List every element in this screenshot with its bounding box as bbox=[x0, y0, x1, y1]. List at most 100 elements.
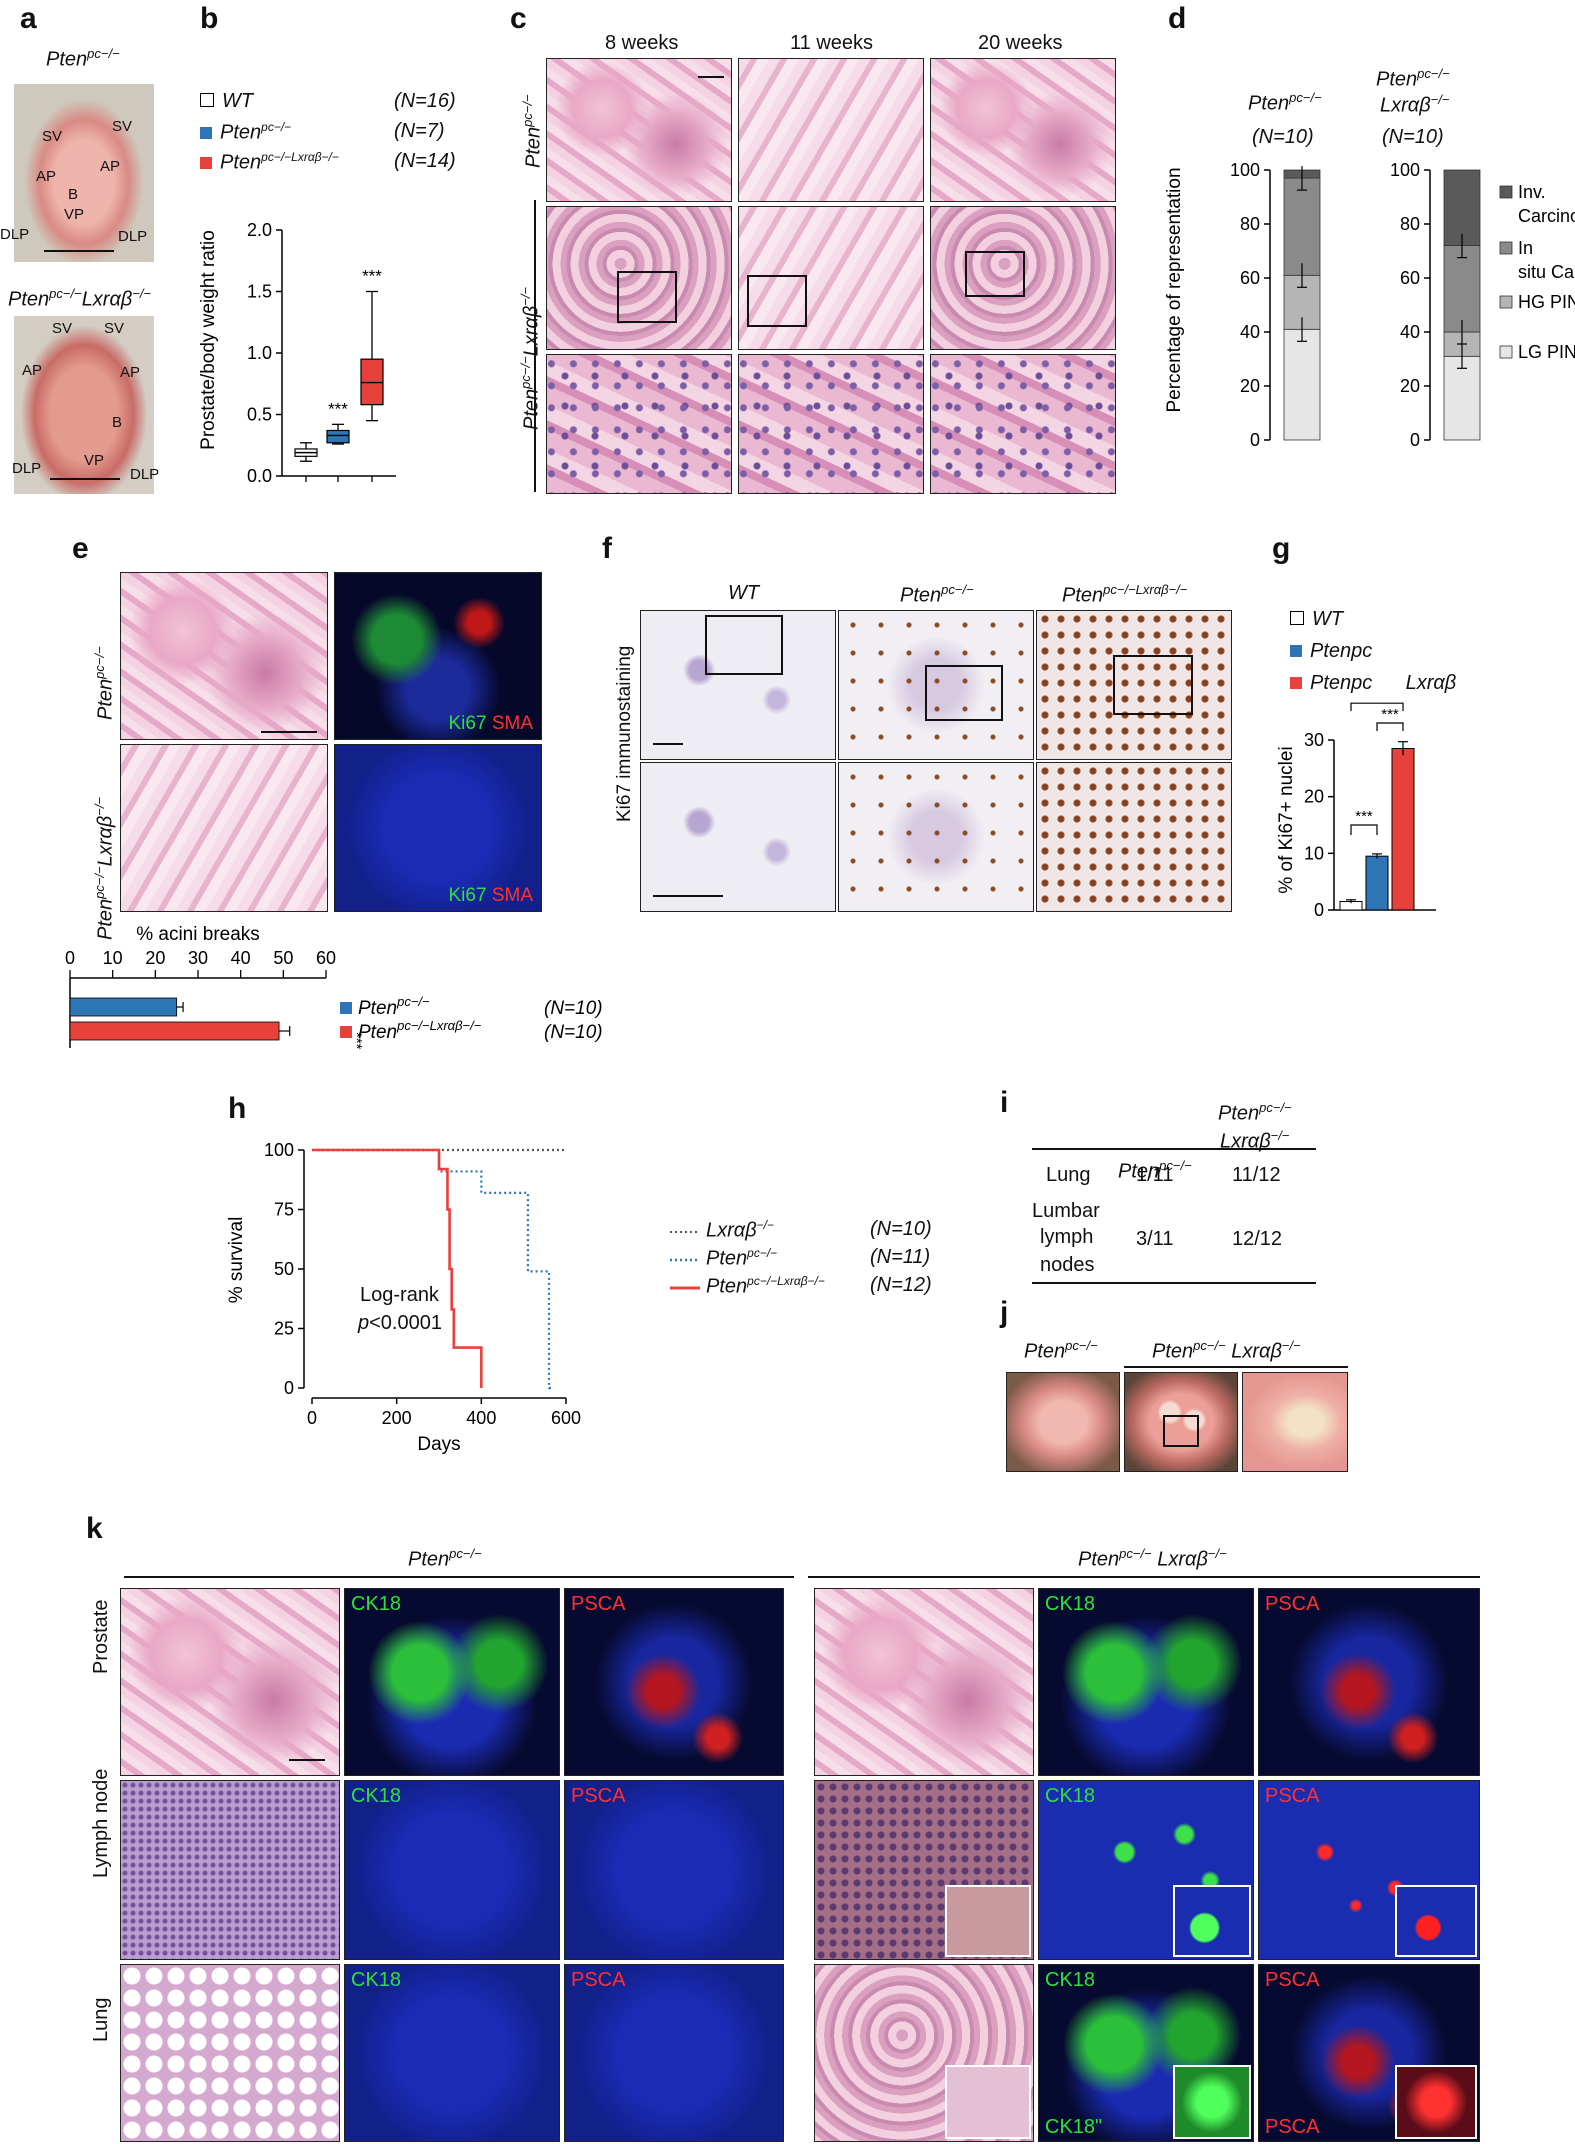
d-ytick-label: 60 bbox=[1240, 268, 1260, 288]
legend-name: Pten bbox=[706, 1275, 748, 1298]
k-lxr-lymph-psca: PSCA bbox=[1258, 1780, 1480, 1960]
b-star: *** bbox=[362, 267, 382, 286]
b-ytick-label: 0.5 bbox=[247, 405, 272, 425]
label-main: Pten bbox=[94, 678, 117, 720]
e-legend-n: (N=10) bbox=[544, 998, 603, 1019]
legend-sup: −/− bbox=[756, 1218, 774, 1232]
c-img-r2c1 bbox=[546, 206, 732, 350]
k-group2-title: Ptenpc−/− Lxrαβ−/− bbox=[1078, 1546, 1227, 1572]
f-col-pten: Ptenpc−/− bbox=[900, 582, 974, 608]
j-zoom-box bbox=[1163, 1415, 1199, 1447]
e-img-fluo-2: Ki67 SMA bbox=[334, 744, 542, 912]
title-sup: pc−/− bbox=[87, 46, 120, 61]
title-suffix-sup: −/− bbox=[1281, 1338, 1301, 1353]
label-suffix-sup: −/− bbox=[92, 796, 107, 816]
k-stain-psca: PSCA bbox=[1265, 1785, 1320, 1807]
d-bar-segment bbox=[1283, 328, 1321, 441]
k-stain-psca: PSCA bbox=[1265, 1593, 1320, 1615]
j-left-title: Ptenpc−/− bbox=[1024, 1338, 1098, 1364]
c-row2-label: Ptenpc−/−Lxrαβ−/− bbox=[518, 287, 544, 430]
a-top-sv1: SV bbox=[42, 128, 63, 145]
col-sup: pc−/−Lxrαβ−/− bbox=[1103, 582, 1188, 597]
title-suffix: Lxrαβ bbox=[1231, 1340, 1282, 1363]
title-main: Pten bbox=[1078, 1548, 1120, 1571]
c-img-r1c1 bbox=[546, 58, 732, 202]
g-significance-bracket bbox=[1350, 824, 1378, 835]
h-xtick-label: 0 bbox=[307, 1408, 317, 1428]
d-legend-label: LG PIN bbox=[1518, 342, 1575, 362]
h-ytick-label: 50 bbox=[274, 1259, 294, 1279]
c-img-r3c3 bbox=[930, 354, 1116, 494]
c-img-r2c2 bbox=[738, 206, 924, 350]
col-sup: −/− bbox=[1270, 1128, 1290, 1143]
k-stain-ck18: CK18 bbox=[351, 1593, 402, 1615]
legend-sup: pc−/−Lxrαβ−/− bbox=[261, 150, 339, 164]
col-main: Lxrαβ bbox=[1220, 1130, 1271, 1153]
annot-rest: <0.0001 bbox=[369, 1312, 442, 1334]
h-annot-1: Log-rank bbox=[360, 1284, 439, 1306]
title-suffix-sup: −/− bbox=[132, 286, 152, 301]
legend-item-pten: Ptenpc−/− bbox=[200, 120, 291, 145]
k-inset bbox=[945, 1885, 1031, 1957]
g-significance-bracket bbox=[1376, 722, 1404, 731]
d-ytick-label: 80 bbox=[1240, 214, 1260, 234]
col-main: Pten bbox=[1118, 1160, 1160, 1183]
d-ytick-label: 0 bbox=[1410, 430, 1420, 450]
panel-a-label: a bbox=[20, 2, 37, 35]
f-img-r2c2 bbox=[838, 762, 1034, 912]
e-legend-swatch bbox=[340, 1002, 352, 1014]
f-img-r2c3 bbox=[1036, 762, 1232, 912]
h-survival-curve bbox=[312, 1148, 483, 1388]
h-legend-n-lxr: (N=10) bbox=[870, 1218, 932, 1240]
d-ytick-label: 0 bbox=[1250, 430, 1260, 450]
e-stain-label: Ki67 SMA bbox=[449, 885, 534, 907]
b-box bbox=[326, 429, 350, 444]
h-ytick-label: 75 bbox=[274, 1200, 294, 1220]
label-main: Pten bbox=[522, 126, 545, 168]
stain-green: Ki67 bbox=[448, 713, 487, 734]
title-suffix-sup: −/− bbox=[1207, 1546, 1227, 1561]
legend-name: WT bbox=[222, 90, 254, 112]
h-ytick-label: 0 bbox=[284, 1378, 294, 1398]
e-bar bbox=[69, 1021, 280, 1041]
f-img-r2c1 bbox=[640, 762, 836, 912]
e-scalebar bbox=[261, 731, 317, 733]
panel-h-label: h bbox=[228, 1092, 247, 1125]
panel-a-top-photo bbox=[14, 84, 154, 262]
c-zoom-box bbox=[747, 275, 807, 327]
h-legend-n-pten-lxr: (N=12) bbox=[870, 1274, 932, 1296]
k-stain-ck18: CK18 bbox=[1045, 1593, 1096, 1615]
g-legend-pten: Ptenpc bbox=[1290, 640, 1372, 663]
k-stain-ck18: CK18 bbox=[1045, 1969, 1096, 1991]
d-ytick-label: 40 bbox=[1400, 322, 1420, 342]
k-row-prostate: Prostate bbox=[90, 1599, 112, 1674]
k-stain-ck18: CK18 bbox=[1045, 1785, 1096, 1807]
h-ytick-label: 25 bbox=[274, 1319, 294, 1339]
legend-sup: pc−/− bbox=[747, 1246, 778, 1260]
k-pten-lymph-he bbox=[120, 1780, 340, 1960]
c-img-r3c1 bbox=[546, 354, 732, 494]
c-img-r2c3 bbox=[930, 206, 1116, 350]
panel-d-chart: Percentage of representation 0 20 40 60 80 10… bbox=[1164, 160, 1575, 450]
i-rule-top bbox=[1032, 1148, 1316, 1150]
h-ylabel: % survival bbox=[226, 1217, 247, 1304]
k-lxr-lung-psca: PSCA PSCA bbox=[1258, 1964, 1480, 2142]
panel-e-label: e bbox=[72, 532, 89, 565]
a-bot-vp: VP bbox=[84, 452, 105, 469]
i-rule-bottom bbox=[1032, 1282, 1316, 1284]
k-lxr-prostate-he bbox=[814, 1588, 1034, 1776]
h-plot-area: 0 25 50 75 100 0 200 400 600 Days bbox=[264, 1140, 581, 1455]
b-ytick-label: 2.0 bbox=[247, 220, 272, 240]
a-bot-sv1: SV bbox=[52, 320, 73, 337]
d-ytick-label: 40 bbox=[1240, 322, 1260, 342]
legend-swatch bbox=[1290, 645, 1302, 657]
d-ytick-label: 60 bbox=[1400, 268, 1420, 288]
k-group1-title: Ptenpc−/− bbox=[408, 1546, 482, 1572]
legend-name: Pten bbox=[220, 121, 262, 144]
j-img-2 bbox=[1124, 1372, 1238, 1472]
e-xtick-label: 60 bbox=[316, 948, 336, 968]
legend-sup: pc−/−Lxrαβ−/− bbox=[747, 1274, 825, 1288]
c-col-8w: 8 weeks bbox=[605, 32, 679, 54]
h-legend-pten-lxr: Ptenpc−/−Lxrαβ−/− bbox=[706, 1274, 825, 1299]
label-main: Pten bbox=[520, 388, 543, 430]
